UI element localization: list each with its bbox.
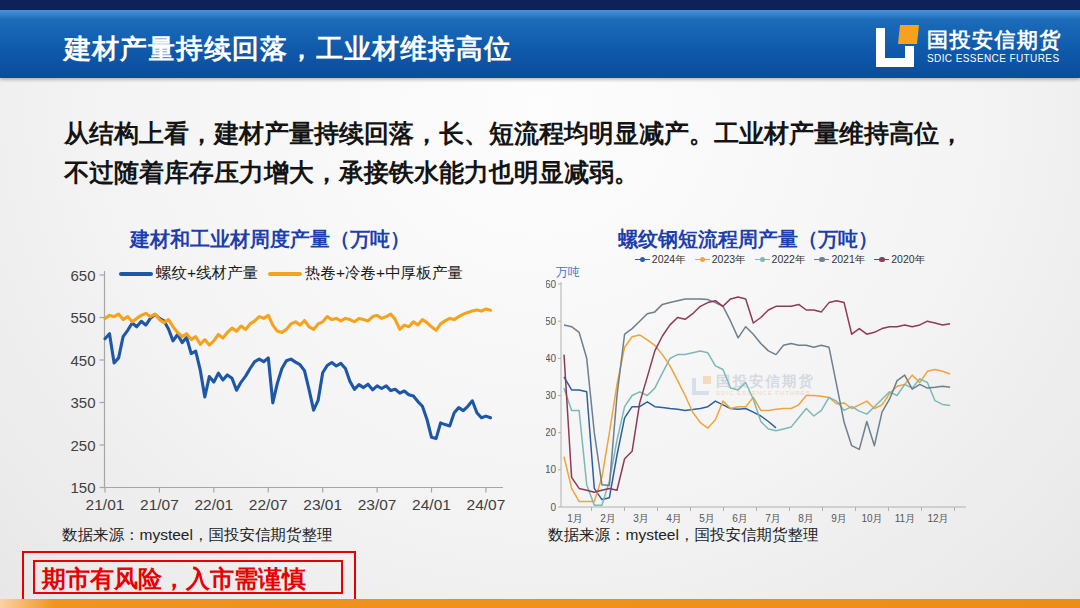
svg-text:21/01: 21/01 [86, 496, 125, 513]
logo-text-cn: 国投安信期货 [927, 27, 1062, 52]
slide: 建材产量持续回落，工业材维持高位 国投安信期货 SDIC ESSENCE FUT… [0, 0, 1080, 608]
svg-text:9月: 9月 [831, 513, 847, 524]
svg-text:23/07: 23/07 [358, 496, 397, 513]
svg-text:24/07: 24/07 [467, 496, 506, 513]
company-logo-icon [876, 25, 918, 67]
svg-text:10月: 10月 [861, 513, 882, 524]
logo-text-en: SDIC ESSENCE FUTURES [927, 52, 1062, 65]
top-strip [0, 0, 1080, 10]
legend-item: 2022年 [755, 253, 806, 267]
summary-line-1: 从结构上看，建材产量持续回落，长、短流程均明显减产。工业材产量维持高位， [64, 114, 1029, 153]
svg-text:20: 20 [546, 427, 556, 438]
svg-text:8月: 8月 [798, 513, 814, 524]
svg-text:22/07: 22/07 [249, 496, 288, 513]
svg-text:650: 650 [70, 267, 95, 284]
svg-text:30: 30 [546, 390, 556, 401]
svg-text:550: 550 [70, 309, 95, 326]
left-chart-title: 建材和工业材周度产量（万吨） [70, 226, 470, 253]
svg-text:3月: 3月 [633, 513, 649, 524]
bottom-strip [0, 599, 1080, 608]
svg-text:4月: 4月 [666, 513, 682, 524]
company-logo: 国投安信期货 SDIC ESSENCE FUTURES [876, 25, 1062, 67]
svg-text:23/01: 23/01 [303, 496, 342, 513]
svg-text:10: 10 [546, 464, 556, 475]
svg-text:150: 150 [70, 479, 95, 496]
svg-text:7月: 7月 [765, 513, 781, 524]
svg-text:60: 60 [546, 279, 556, 290]
svg-text:350: 350 [70, 394, 95, 411]
svg-text:5月: 5月 [699, 513, 715, 524]
svg-text:50: 50 [546, 316, 556, 327]
left-chart-source: 数据来源：mysteel，国投安信期货整理 [62, 525, 332, 546]
watermark: 国投安信期货 SDIC ESSENCE FUTURES [692, 374, 815, 397]
right-chart-source: 数据来源：mysteel，国投安信期货整理 [548, 525, 818, 546]
right-chart-legend: 2024年 2023年 2022年 2021年 2020年 [570, 253, 990, 267]
summary-line-2: 不过随着库存压力增大，承接铁水能力也明显减弱。 [64, 153, 1029, 192]
svg-text:22/01: 22/01 [194, 496, 233, 513]
svg-text:0: 0 [550, 502, 556, 513]
legend-item: 2023年 [695, 253, 746, 267]
legend-item: 2024年 [635, 253, 686, 267]
risk-disclaimer: 期市有风险，入市需谨慎 [33, 560, 343, 594]
right-chart-title: 螺纹钢短流程周产量（万吨） [548, 226, 948, 253]
watermark-logo-icon [692, 376, 711, 395]
svg-text:11月: 11月 [895, 513, 915, 524]
svg-text:24/01: 24/01 [412, 496, 451, 513]
legend-item: 2021年 [814, 253, 865, 267]
legend-item: 2020年 [874, 253, 925, 267]
svg-text:450: 450 [70, 352, 95, 369]
svg-text:2月: 2月 [600, 513, 616, 524]
svg-text:21/07: 21/07 [140, 496, 179, 513]
svg-text:1月: 1月 [567, 513, 583, 524]
svg-text:12月: 12月 [927, 513, 948, 524]
svg-text:250: 250 [70, 437, 95, 454]
page-title: 建材产量持续回落，工业材维持高位 [64, 31, 512, 67]
left-chart: 150 250 350 450 550 650 21/01 21/07 22/01 22/07 23… [48, 262, 516, 524]
svg-text:40: 40 [546, 353, 556, 364]
header-bar: 建材产量持续回落，工业材维持高位 国投安信期货 SDIC ESSENCE FUT… [0, 10, 1080, 78]
svg-text:6月: 6月 [732, 513, 748, 524]
right-chart: 0 10 20 30 40 50 60 1月 2月 3月 4月 5月 6月 7月 8月 9月 10月 11月 12月 [546, 278, 980, 530]
summary-paragraph: 从结构上看，建材产量持续回落，长、短流程均明显减产。工业材产量维持高位， 不过随… [64, 114, 1029, 192]
